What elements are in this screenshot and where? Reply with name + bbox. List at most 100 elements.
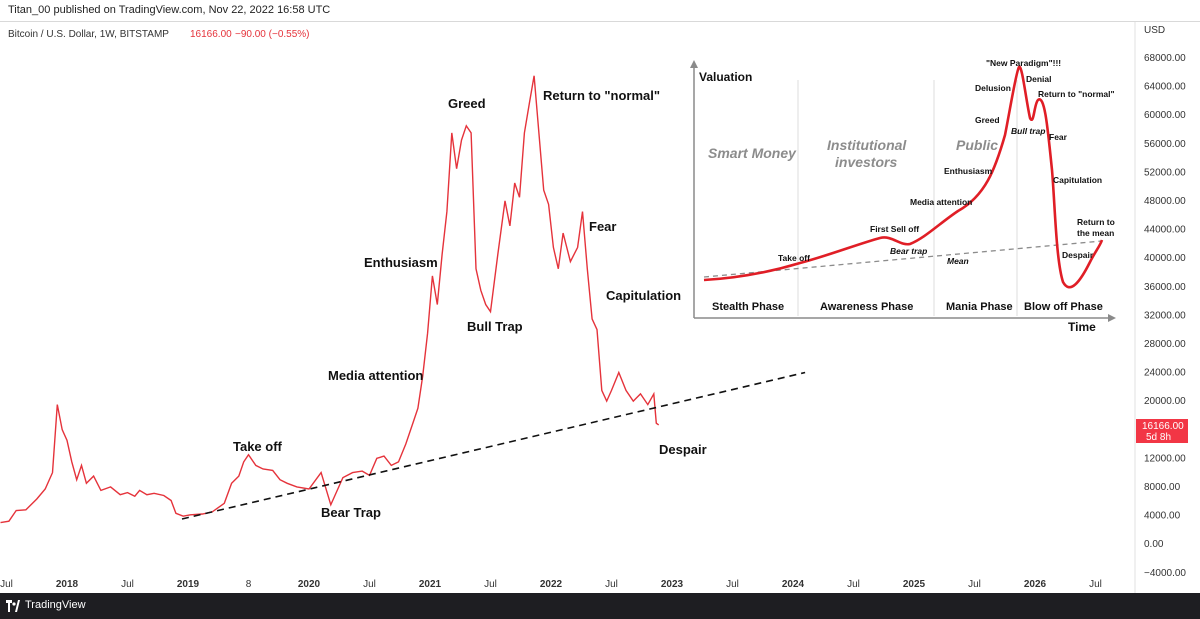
symbol-change: −90.00 (−0.55%) (235, 29, 310, 40)
x-tick-label: 2025 (903, 579, 926, 590)
publish-bar: Titan_00 published on TradingView.com, N… (0, 0, 1200, 22)
x-tick-label: Jul (968, 579, 981, 590)
y-tick-label: 40000.00 (1144, 253, 1186, 264)
x-tick-label: 2021 (419, 579, 442, 590)
inset-phase-blowoff: Blow off Phase (1024, 301, 1103, 313)
price-tag-countdown: 5d 8h (1146, 432, 1171, 443)
inset-bear-trap: Bear trap (890, 246, 927, 256)
inset-fear: Fear (1049, 132, 1068, 142)
inset-phase-awareness: Awareness Phase (820, 301, 913, 313)
y-axis-ticks: 68000.00 64000.00 60000.00 56000.00 52000.00… (1144, 53, 1186, 579)
currency-label: USD (1144, 25, 1165, 36)
x-tick-label: 2022 (540, 579, 563, 590)
x-tick-label: Jul (1089, 579, 1102, 590)
inset-y-arrow (690, 60, 698, 68)
price-tag-value: 16166.00 (1142, 421, 1184, 432)
y-tick-label: 64000.00 (1144, 82, 1186, 93)
annotation-enthusiasm: Enthusiasm (364, 255, 438, 270)
inset-despair: Despair (1062, 250, 1094, 260)
inset-group-investors: investors (835, 154, 897, 170)
y-tick-label: 48000.00 (1144, 196, 1186, 207)
annotation-media-attention: Media attention (328, 368, 423, 383)
x-tick-label: Jul (847, 579, 860, 590)
x-tick-label: 8 (246, 579, 252, 590)
x-tick-label: Jul (605, 579, 618, 590)
inset-return-mean-1: Return to (1077, 217, 1115, 227)
inset-return-normal: Return to "normal" (1038, 89, 1115, 99)
footer-brand[interactable]: TradingView (25, 599, 86, 611)
symbol-price: 16166.00 (190, 29, 232, 40)
x-tick-label: Jul (363, 579, 376, 590)
inset-denial: Denial (1026, 74, 1052, 84)
y-tick-label: 32000.00 (1144, 310, 1186, 321)
x-tick-label: Jul (484, 579, 497, 590)
footer-bar: TradingView (0, 593, 1200, 619)
y-tick-label: 60000.00 (1144, 110, 1186, 121)
inset-take-off: Take off (778, 253, 810, 263)
price-tag (1136, 419, 1188, 443)
symbol-name: Bitcoin / U.S. Dollar, 1W, BITSTAMP (8, 29, 169, 40)
inset-annotations: "New Paradigm"!!! Delusion Denial Return… (778, 58, 1115, 266)
y-tick-label: −4000.00 (1144, 568, 1186, 579)
annotation-capitulation: Capitulation (606, 288, 681, 303)
inset-x-arrow (1108, 314, 1116, 322)
y-tick-label: 24000.00 (1144, 368, 1186, 379)
y-tick-label: 8000.00 (1144, 482, 1181, 493)
y-tick-label: 20000.00 (1144, 396, 1186, 407)
inset-first-selloff: First Sell off (870, 224, 919, 234)
x-axis-ticks: Jul 2018 Jul 2019 8 2020 Jul 2021 Jul 2022 Jul 2023… (0, 579, 1102, 590)
price-series-line (0, 75, 660, 524)
x-tick-label: Jul (121, 579, 134, 590)
inset-bull-trap: Bull trap (1011, 126, 1045, 136)
main-annotations: Take off Bear Trap Media attention Enthu… (233, 88, 707, 520)
x-tick-label: 2026 (1024, 579, 1047, 590)
annotation-bull-trap: Bull Trap (467, 319, 523, 334)
x-tick-label: 2023 (661, 579, 684, 590)
annotation-take-off: Take off (233, 439, 283, 454)
y-tick-label: 52000.00 (1144, 167, 1186, 178)
x-tick-label: Jul (0, 579, 13, 590)
x-tick-label: 2019 (177, 579, 200, 590)
inset-x-title: Time (1068, 320, 1096, 334)
inset-capitulation: Capitulation (1053, 175, 1102, 185)
y-tick-label: 4000.00 (1144, 511, 1181, 522)
inset-group-smart-money: Smart Money (708, 145, 797, 161)
y-tick-label: 56000.00 (1144, 139, 1186, 150)
inset-enthusiasm: Enthusiasm (944, 166, 993, 176)
inset-diagram: Valuation Time Smart Money Institutional… (690, 58, 1118, 336)
inset-phases: Stealth Phase Awareness Phase Mania Phas… (712, 301, 1103, 313)
publish-info: Titan_00 published on TradingView.com, N… (8, 4, 331, 16)
y-tick-label: 28000.00 (1144, 339, 1186, 350)
annotation-fear: Fear (589, 219, 616, 234)
y-tick-label: 36000.00 (1144, 282, 1186, 293)
x-tick-label: Jul (726, 579, 739, 590)
annotation-bear-trap: Bear Trap (321, 505, 381, 520)
tradingview-logo-icon (6, 600, 20, 612)
x-tick-label: 2024 (782, 579, 805, 590)
y-tick-label: 0.00 (1144, 539, 1164, 550)
y-tick-label: 12000.00 (1144, 453, 1186, 464)
inset-greed: Greed (975, 115, 1000, 125)
trend-line (181, 371, 806, 520)
inset-phase-stealth: Stealth Phase (712, 301, 784, 313)
annotation-return-to-normal: Return to "normal" (543, 88, 660, 103)
x-tick-label: 2018 (56, 579, 79, 590)
inset-cycle-curve (703, 65, 1104, 289)
y-tick-label: 68000.00 (1144, 53, 1186, 64)
chart: Bitcoin / U.S. Dollar, 1W, BITSTAMP 1616… (0, 22, 1188, 593)
inset-group-institutional: Institutional (827, 137, 907, 153)
inset-return-mean-2: the mean (1077, 228, 1114, 238)
inset-group-public: Public (956, 137, 998, 153)
inset-y-title: Valuation (699, 70, 752, 84)
inset-new-paradigm: "New Paradigm"!!! (986, 58, 1061, 68)
inset-mean: Mean (947, 256, 969, 266)
annotation-greed: Greed (448, 96, 486, 111)
inset-delusion: Delusion (975, 83, 1011, 93)
annotation-despair: Despair (659, 442, 707, 457)
inset-phase-mania: Mania Phase (946, 301, 1013, 313)
inset-media-attention: Media attention (910, 197, 972, 207)
y-tick-label: 44000.00 (1144, 225, 1186, 236)
x-tick-label: 2020 (298, 579, 321, 590)
inset-background (690, 58, 1118, 336)
